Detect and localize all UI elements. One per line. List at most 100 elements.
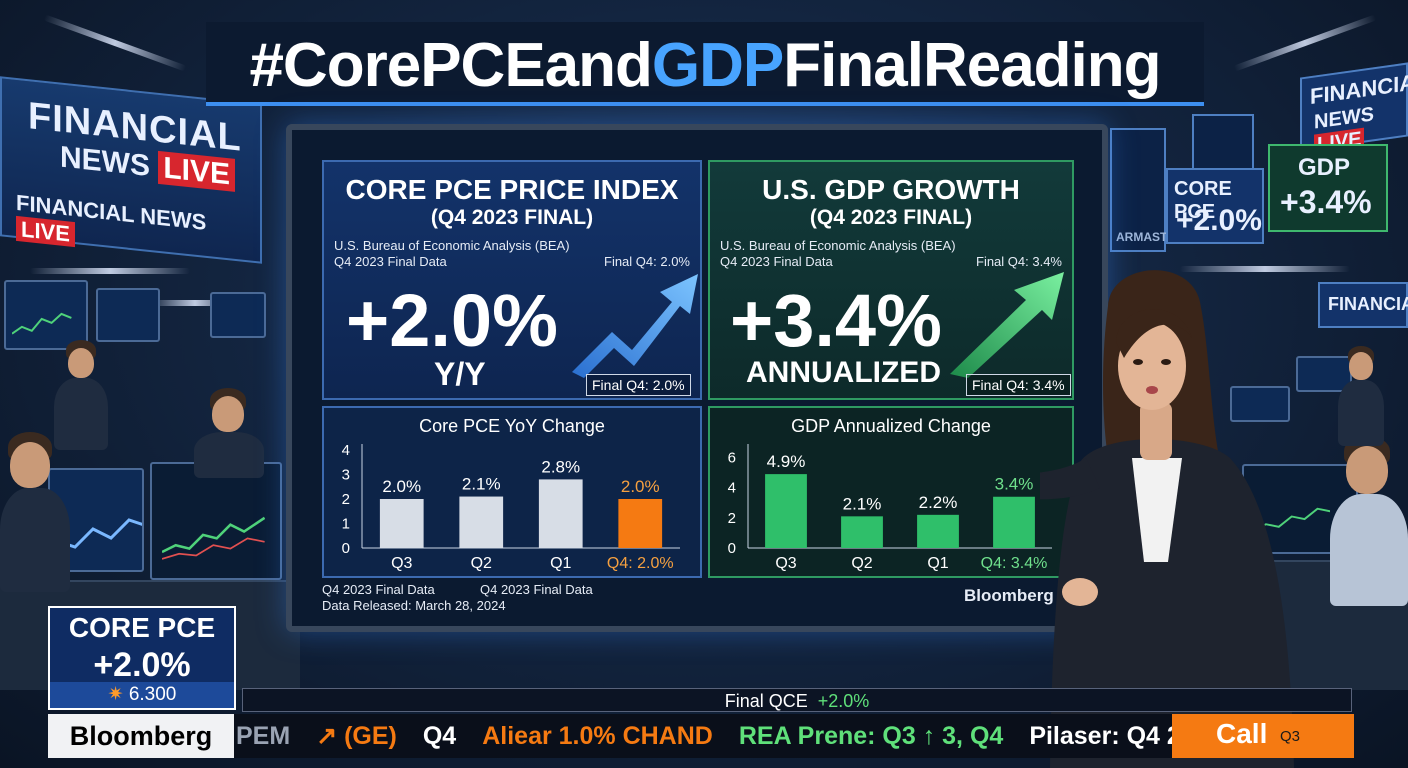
bar-value-label: 2.1% — [843, 494, 882, 513]
gdp-chart-title: GDP Annualized Change — [791, 416, 991, 436]
monitor-brand: Bloomberg — [964, 586, 1054, 605]
gdp-source: U.S. Bureau of Economic Analysis (BEA) — [720, 238, 956, 253]
presenter — [1040, 270, 1294, 768]
bar-value-label: 2.1% — [462, 475, 501, 494]
headline-banner: #CorePCEandGDPFinalReading — [206, 22, 1204, 106]
background-person — [1336, 346, 1386, 446]
bar — [765, 474, 807, 548]
bar-value-label: 2.0% — [621, 477, 660, 496]
y-tick-label: 3 — [342, 467, 350, 484]
gdp-source-2: Q4 2023 Final Data — [720, 254, 833, 269]
right-panel-gdp: GDP +3.4% — [1268, 144, 1388, 232]
pce-source-2: Q4 2023 Final Data — [334, 254, 447, 269]
background-person — [188, 388, 268, 478]
background-monitor — [210, 292, 266, 338]
y-tick-label: 6 — [728, 450, 736, 467]
y-tick-label: 2 — [342, 491, 350, 508]
call-button[interactable]: Call Q3 — [1172, 714, 1354, 758]
pce-final-label: Final Q4: 2.0% — [604, 254, 690, 269]
ticker-brand: Bloomberg — [48, 714, 234, 758]
pce-chart: 0 1 2 3 4 2.0% Q3 2.1% Q2 2.8% Q1 2.0% Q4: 2.0% — [342, 442, 680, 572]
ceiling-light — [43, 14, 187, 72]
ticker-item: Aliear 1.0% CHAND — [482, 722, 713, 750]
ceiling-light — [1233, 14, 1377, 72]
bar-value-label: 2.8% — [541, 457, 580, 476]
ticker-item: REA Prene: Q3 ↑ 3, Q4 — [738, 722, 1004, 750]
ceiling-light — [1180, 266, 1350, 272]
y-tick-label: 0 — [342, 540, 350, 557]
pce-box-label: Final Q4: 2.0% — [586, 374, 691, 396]
bar-value-label: 2.2% — [919, 493, 958, 512]
core-pce-box-index: ✷ 6.300 — [50, 682, 234, 708]
x-tick-label: Q4: 3.4% — [981, 555, 1048, 572]
gdp-big-value: +3.4% — [730, 279, 942, 362]
mid-ticker: Final QCE +2.0% — [242, 688, 1352, 712]
ticker-item: Q4 — [422, 722, 457, 750]
y-tick-label: 1 — [342, 516, 350, 533]
gdp-title: U.S. GDP GROWTH — [762, 174, 1020, 205]
x-tick-label: Q2 — [851, 555, 872, 572]
pce-title: CORE PCE PRICE INDEX — [345, 174, 679, 205]
bar-value-label: 4.9% — [767, 452, 806, 471]
background-person — [0, 432, 70, 592]
footer-note: Q4 2023 Final Data — [322, 582, 435, 597]
core-pce-box-title: CORE PCE — [68, 612, 216, 643]
x-tick-label: Q1 — [927, 555, 948, 572]
x-tick-label: Q1 — [550, 555, 571, 572]
x-tick-label: Q4: 2.0% — [607, 555, 674, 572]
bar — [538, 479, 583, 548]
main-display: CORE PCE PRICE INDEX (Q4 2023 FINAL) U.S… — [286, 124, 1108, 632]
gdp-final-label: Final Q4: 3.4% — [976, 254, 1062, 269]
x-tick-label: Q3 — [391, 555, 412, 572]
gdp-chart-panel: GDP Annualized Change 0 2 4 6 4.9% Q3 2.1% Q2 2.… — [708, 406, 1074, 578]
headline: #CorePCEandGDPFinalReading — [249, 31, 1161, 100]
news-ticker: Bloomberg PEM ↗ (GE) Q4 Aliear 1.0% CHAND RE… — [48, 714, 1354, 758]
pce-unit: Y/Y — [434, 356, 486, 392]
gdp-box-label: Final Q4: 3.4% — [966, 374, 1071, 396]
ticker-item: PEM — [236, 722, 291, 750]
trend-up-arrow-icon — [572, 274, 698, 378]
bar — [841, 516, 883, 548]
bar-value-label: 3.4% — [995, 475, 1034, 494]
ticker-items: PEM ↗ (GE) Q4 Aliear 1.0% CHAND REA Prene: Q… — [236, 714, 1287, 758]
background-monitor — [1230, 386, 1290, 422]
bar — [618, 499, 663, 548]
pce-subtitle: (Q4 2023 FINAL) — [430, 206, 594, 229]
background-person — [50, 340, 110, 450]
bar — [379, 499, 424, 548]
background-monitor: ARMAST — [1110, 128, 1167, 252]
pce-chart-title: Core PCE YoY Change — [419, 416, 605, 436]
star-icon: ✷ — [107, 684, 124, 705]
y-tick-label: 4 — [728, 480, 736, 497]
pce-panel: CORE PCE PRICE INDEX (Q4 2023 FINAL) U.S… — [322, 160, 702, 400]
gdp-unit: ANNUALIZED — [746, 356, 941, 389]
bar — [917, 514, 959, 548]
gdp-panel: U.S. GDP GROWTH (Q4 2023 FINAL) U.S. Bur… — [708, 160, 1074, 400]
bar-value-label: 2.0% — [382, 477, 421, 496]
release-date: Data Released: March 28, 2024 — [322, 598, 506, 613]
core-pce-box-value: +2.0% — [93, 646, 191, 684]
gdp-chart: 0 2 4 6 4.9% Q3 2.1% Q2 2.2% Q1 3.4% Q4: 3.4% — [728, 444, 1052, 572]
wall-sign-right: FINANCIAL NEWS LIVE — [1300, 62, 1408, 157]
pce-source: U.S. Bureau of Economic Analysis (BEA) — [334, 238, 570, 253]
trend-up-arrow-icon — [950, 272, 1064, 378]
y-tick-label: 4 — [342, 442, 350, 459]
pce-big-value: +2.0% — [346, 279, 558, 362]
right-panel-pce: CORE PCE +2.0% — [1166, 168, 1264, 244]
right-panel-financial: FINANCIAL — [1318, 282, 1408, 328]
ceiling-light — [150, 300, 240, 306]
x-tick-label: Q2 — [471, 555, 492, 572]
background-monitor — [4, 280, 88, 350]
background-monitor — [1192, 114, 1254, 172]
background-monitor — [96, 288, 160, 342]
gdp-subtitle: (Q4 2023 FINAL) — [809, 206, 973, 229]
background-monitor — [150, 462, 282, 580]
bar — [993, 496, 1035, 548]
y-tick-label: 2 — [728, 510, 736, 527]
ticker-item: ↗ (GE) — [316, 722, 397, 750]
pce-chart-panel: Core PCE YoY Change 0 1 2 3 4 2.0% Q3 2.1% Q2 2.8… — [322, 406, 702, 578]
y-tick-label: 0 — [728, 540, 736, 557]
footer-note: Q4 2023 Final Data — [480, 582, 593, 597]
core-pce-box: CORE PCE +2.0% ✷ 6.300 — [48, 606, 236, 710]
bar — [459, 496, 504, 548]
